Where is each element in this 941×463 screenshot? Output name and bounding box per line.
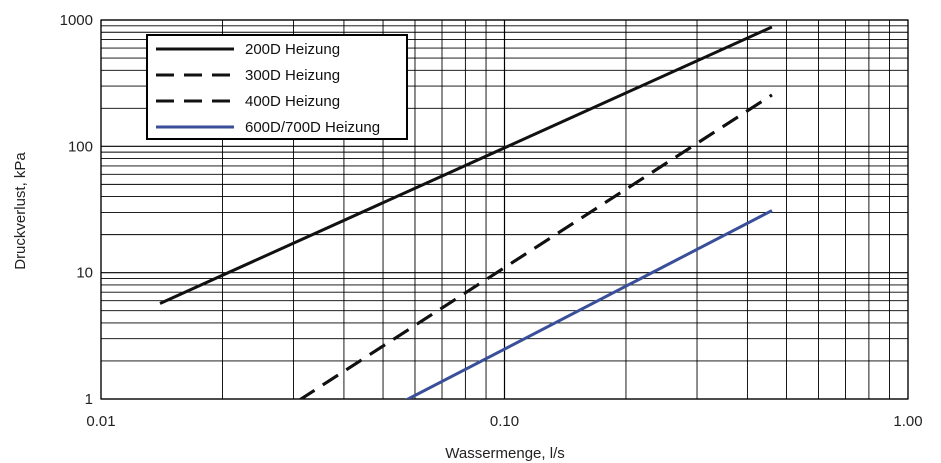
- x-tick-label: 0.10: [490, 413, 519, 430]
- x-tick-label: 1.00: [893, 413, 922, 430]
- y-tick-label: 1000: [60, 12, 93, 29]
- legend-label: 300D Heizung: [245, 67, 340, 84]
- x-axis-title: Wassermenge, l/s: [445, 445, 564, 462]
- legend-box: [146, 34, 408, 140]
- x-tick-label: 0.01: [86, 413, 115, 430]
- y-tick-label: 10: [76, 265, 93, 282]
- series-line-4: [405, 209, 773, 399]
- series-line-3: [298, 93, 773, 399]
- legend-label: 400D Heizung: [245, 93, 340, 110]
- y-axis-title: Druckverlust, kPa: [12, 152, 29, 270]
- tick-labels: 0.01 0.10 1.00 1 10 100 1000: [60, 12, 923, 430]
- y-tick-label: 100: [68, 138, 93, 155]
- series-layer: [159, 25, 773, 399]
- y-tick-label: 1: [85, 391, 93, 408]
- plot-frame: [100, 19, 909, 400]
- legend-label: 200D Heizung: [245, 41, 340, 58]
- legend-label: 600D/700D Heizung: [245, 119, 380, 136]
- series-line-1: [159, 25, 773, 305]
- legend: 200D Heizung 300D Heizung 400D Heizung 600D…: [146, 34, 408, 140]
